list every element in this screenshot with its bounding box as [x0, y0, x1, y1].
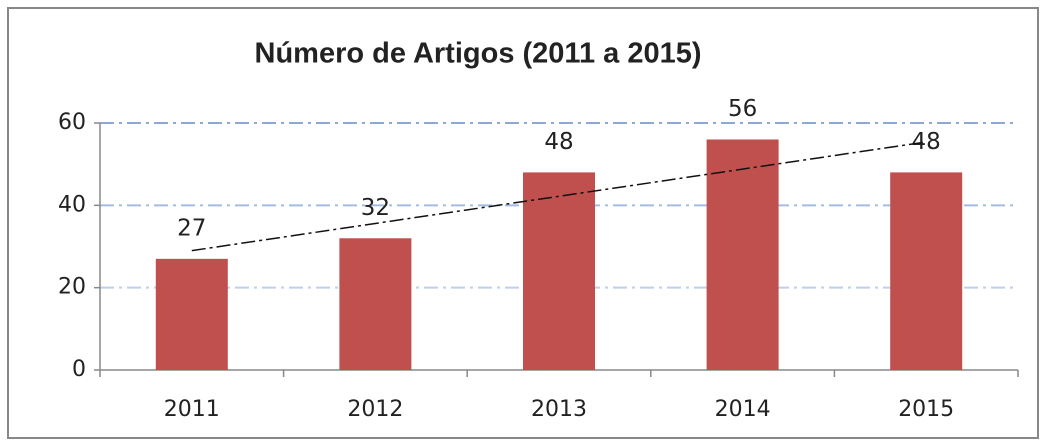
- data-label: 27: [177, 215, 206, 241]
- y-tick-label: 40: [58, 192, 86, 217]
- data-label: 48: [912, 129, 941, 155]
- chart-title: Número de Artigos (2011 a 2015): [255, 38, 702, 70]
- data-label: 48: [544, 129, 573, 155]
- y-tick-label: 20: [58, 275, 86, 300]
- data-label: 32: [361, 195, 390, 221]
- x-tick-label: 2011: [164, 397, 220, 422]
- x-tick-label: 2015: [898, 397, 954, 422]
- x-tick-label: 2012: [347, 397, 403, 422]
- y-tick-label: 60: [58, 110, 86, 135]
- bar: [523, 172, 595, 370]
- bar: [706, 139, 779, 370]
- data-label: 56: [728, 96, 757, 122]
- x-tick-label: 2013: [531, 397, 587, 422]
- y-tick-label: 0: [72, 357, 86, 382]
- trendline: [191, 141, 927, 252]
- bar: [155, 258, 228, 370]
- bar: [890, 172, 963, 370]
- x-tick-label: 2014: [715, 397, 771, 422]
- bar: [339, 238, 412, 370]
